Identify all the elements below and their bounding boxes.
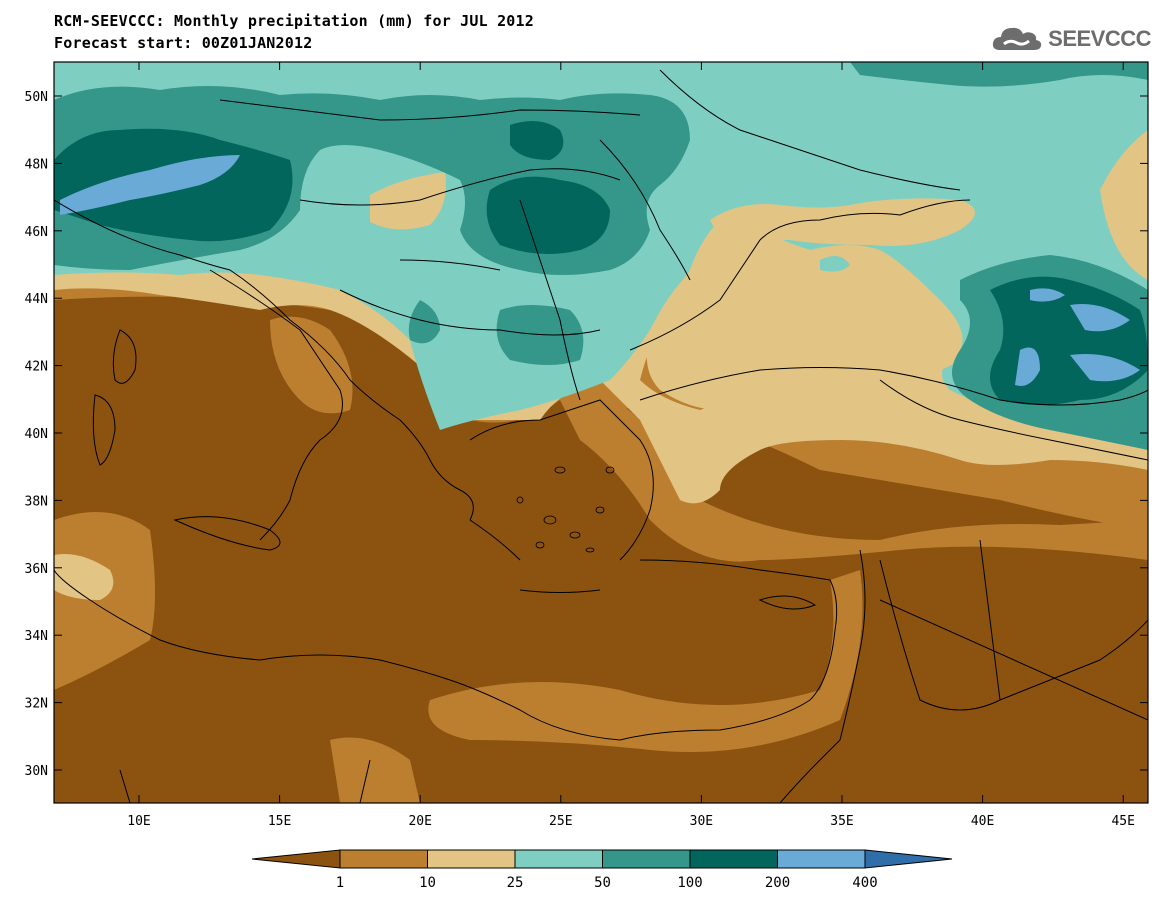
lon-tick-label: 25E	[549, 814, 572, 829]
logo-text: SEEVCCC	[1048, 26, 1151, 51]
lat-tick-label: 46N	[25, 225, 48, 240]
colorbar-label: 100	[677, 875, 702, 891]
colorbar-upper-extend	[864, 849, 953, 869]
seevccc-logo: SEEVCCC	[990, 22, 1151, 56]
latitude-axis: 50N 48N 46N 44N 42N 40N 38N 36N 34N 32N 30N	[25, 90, 1148, 779]
colorbar-legend: 1 10 25 50 100 200 400	[251, 849, 953, 891]
colorbar-label: 1	[336, 875, 344, 891]
colorbar-label: 50	[594, 875, 611, 891]
lon-tick-label: 35E	[830, 814, 853, 829]
precipitation-field	[54, 62, 1148, 803]
lon-tick-label: 45E	[1111, 814, 1134, 829]
colorbar-segment	[689, 849, 778, 869]
lat-tick-label: 50N	[25, 90, 48, 105]
lon-tick-label: 40E	[971, 814, 994, 829]
map-title: RCM-SEEVCCC: Monthly precipitation (mm) …	[54, 12, 534, 30]
lat-tick-label: 38N	[25, 494, 48, 509]
forecast-start-label: Forecast start: 00Z01JAN2012	[54, 34, 313, 52]
lat-tick-label: 42N	[25, 360, 48, 375]
cloud-icon	[993, 27, 1042, 50]
lat-tick-label: 30N	[25, 764, 48, 779]
lat-tick-label: 32N	[25, 697, 48, 712]
colorbar-label: 25	[507, 875, 524, 891]
colorbar-label: 200	[765, 875, 790, 891]
colorbar-segment	[777, 849, 866, 869]
longitude-axis: 10E 15E 20E 25E 30E 35E 40E 45E	[127, 62, 1135, 829]
colorbar-segment	[427, 849, 516, 869]
lat-tick-label: 44N	[25, 292, 48, 307]
lat-tick-label: 34N	[25, 629, 48, 644]
lon-tick-label: 20E	[408, 814, 431, 829]
colorbar-label: 10	[419, 875, 436, 891]
lon-tick-label: 15E	[268, 814, 291, 829]
lat-tick-label: 40N	[25, 427, 48, 442]
colorbar-segment	[514, 849, 603, 869]
lat-tick-label: 48N	[25, 157, 48, 172]
colorbar-label: 400	[852, 875, 877, 891]
colorbar-segment	[339, 849, 428, 869]
lat-tick-label: 36N	[25, 562, 48, 577]
lon-tick-label: 30E	[690, 814, 713, 829]
lon-tick-label: 10E	[127, 814, 150, 829]
colorbar-lower-extend	[251, 849, 341, 869]
colorbar-segment	[602, 849, 691, 869]
